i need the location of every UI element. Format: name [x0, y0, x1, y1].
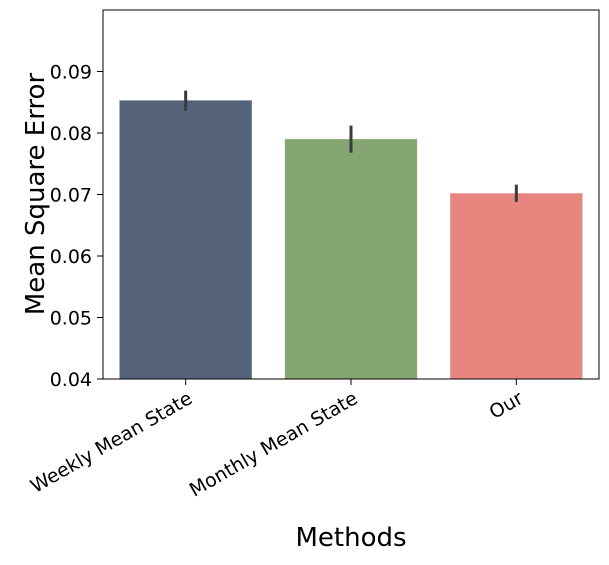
y-tick-label-5: 0.09	[50, 62, 92, 84]
x-axis-label: Methods	[295, 523, 406, 553]
bars-layer	[119, 100, 583, 379]
x-tick-label-1: Monthly Mean State	[186, 387, 362, 501]
y-tick-label-4: 0.08	[50, 123, 92, 145]
bar-2	[450, 193, 583, 379]
y-axis: 0.04 0.05 0.06 0.07 0.08 0.09	[50, 62, 103, 391]
x-tick-label-2: Our	[486, 387, 527, 424]
bar-0	[119, 100, 252, 379]
y-axis-label: Mean Square Error	[21, 73, 51, 316]
y-tick-label-2: 0.06	[50, 246, 92, 268]
y-tick-label-3: 0.07	[50, 185, 92, 207]
y-tick-label-1: 0.05	[50, 308, 92, 330]
y-tick-label-0: 0.04	[50, 369, 92, 391]
bar-1	[284, 139, 418, 379]
x-tick-label-0: Weekly Mean State	[27, 387, 196, 497]
error-bars-layer	[184, 90, 518, 202]
